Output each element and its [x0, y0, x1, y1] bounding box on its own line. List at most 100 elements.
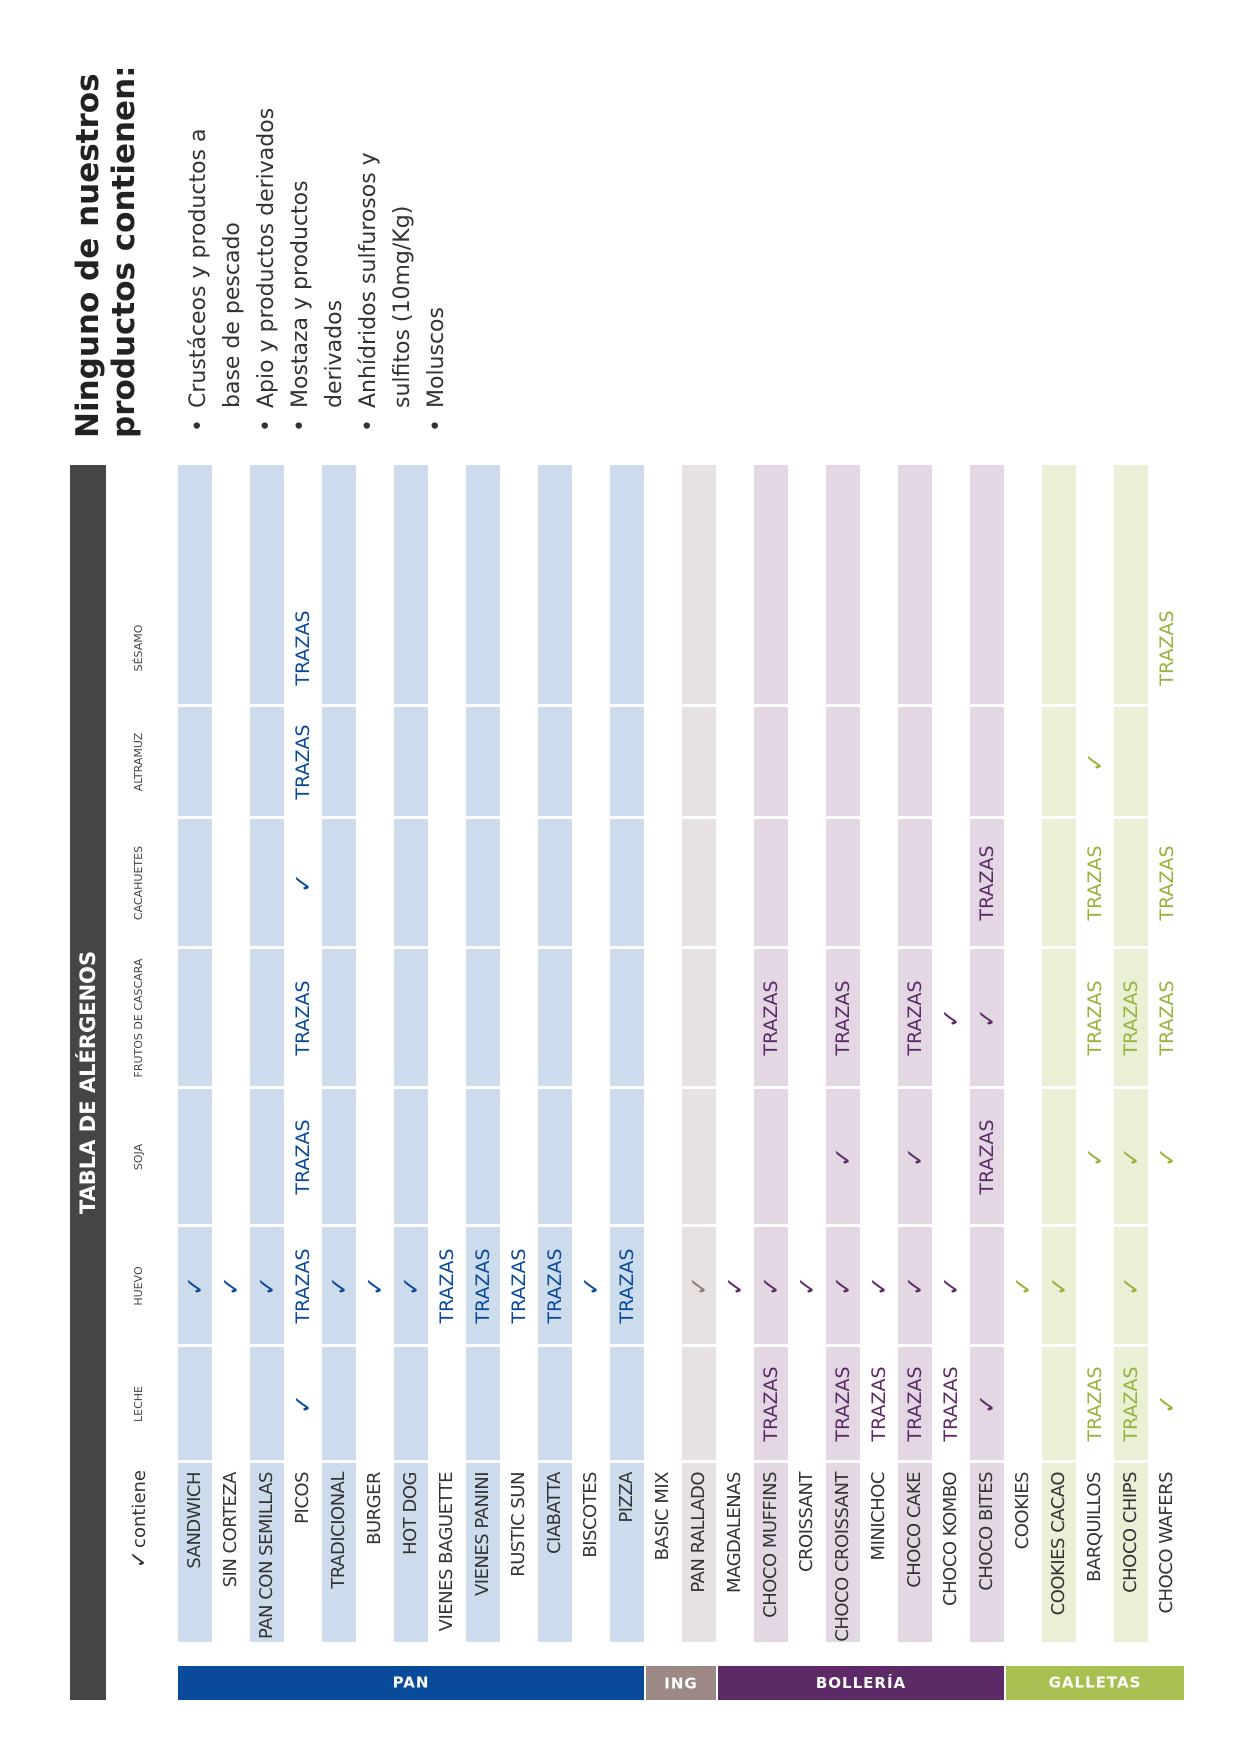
check-icon: ✓	[1153, 1146, 1181, 1168]
product-name: PIZZA	[616, 1472, 637, 1523]
allergen-sheet: TABLA DE ALÉRGENOS ✓ contiene LECHE HUEVO…	[70, 58, 1184, 1700]
table-row: VIENES BAGUETTE TRAZAS	[430, 465, 464, 1700]
cell-divider	[466, 946, 500, 949]
product-name: BARQUILLOS	[1084, 1472, 1105, 1582]
table-row: CIABATTA TRAZAS	[538, 465, 572, 1700]
check-icon: ✓	[1081, 1146, 1109, 1168]
table-row: PICOS ✓ TRAZAS TRAZAS TRAZAS ✓ TRAZAS TRAZAS	[286, 465, 320, 1700]
trazas-label: TRAZAS	[292, 724, 314, 800]
table-row: BISCOTES ✓	[574, 465, 608, 1700]
trazas-label: TRAZAS	[832, 1366, 854, 1442]
check-icon: ✓	[973, 1393, 1001, 1415]
cell-divider	[826, 704, 860, 707]
trazas-label: TRAZAS	[940, 1366, 962, 1442]
cell-divider	[250, 1086, 284, 1089]
note-line: Mostaza y productos	[288, 180, 313, 408]
column-header: SÉSAMO	[132, 624, 145, 672]
check-icon: ✓	[829, 1275, 857, 1297]
cell-divider	[394, 946, 428, 949]
cell-divider	[610, 704, 644, 707]
table-row: MINICHOC TRAZAS ✓	[862, 465, 896, 1700]
check-icon: ✓	[1081, 751, 1109, 773]
trazas-label: TRAZAS	[472, 1248, 494, 1324]
product-name: CIABATTA	[544, 1472, 565, 1555]
group-label: ING	[664, 1674, 698, 1693]
check-icon: ✓	[325, 1275, 353, 1297]
check-icon: ✓	[901, 1275, 929, 1297]
cell-divider	[682, 1086, 716, 1089]
cell-divider	[178, 704, 212, 707]
cell-divider	[394, 1086, 428, 1089]
product-name: CHOCO MUFFINS	[760, 1472, 781, 1618]
table-row: VIENES PANINI TRAZAS	[466, 465, 500, 1700]
cell-divider	[682, 946, 716, 949]
check-icon: ✓	[901, 1146, 929, 1168]
trazas-label: TRAZAS	[508, 1248, 530, 1324]
trazas-label: TRAZAS	[976, 1119, 998, 1195]
trazas-label: TRAZAS	[1156, 845, 1178, 921]
cell-divider	[466, 1086, 500, 1089]
product-name: HOT DOG	[400, 1472, 421, 1555]
bullet-icon: •	[254, 419, 279, 432]
cell-divider	[178, 816, 212, 819]
product-name: CHOCO BITES	[976, 1472, 997, 1591]
cell-divider	[322, 1086, 356, 1089]
check-icon: ✓	[577, 1275, 605, 1297]
cell-divider	[538, 946, 572, 949]
legend-label: contiene	[128, 1470, 150, 1548]
trazas-label: TRAZAS	[1156, 610, 1178, 686]
product-name: TRADICIONAL	[328, 1472, 349, 1589]
check-icon: ✓	[1009, 1275, 1037, 1297]
note-line: base de pescado	[220, 222, 245, 408]
check-icon: ✓	[865, 1275, 893, 1297]
check-icon: ✓	[829, 1146, 857, 1168]
trazas-label: TRAZAS	[292, 980, 314, 1056]
note-item: • Crustáceos y productos a base de pescado	[182, 58, 250, 438]
check-icon: ✓	[361, 1275, 389, 1297]
product-name: PAN RALLADO	[688, 1472, 709, 1593]
check-icon: ✓	[253, 1275, 281, 1297]
check-icon: ✓	[1117, 1275, 1145, 1297]
trazas-label: TRAZAS	[832, 980, 854, 1056]
cell-divider	[754, 816, 788, 819]
product-name: CHOCO CAKE	[904, 1472, 925, 1588]
product-name: BASIC MIX	[652, 1472, 673, 1561]
trazas-label: TRAZAS	[976, 845, 998, 921]
cell-divider	[1042, 816, 1076, 819]
table-row: PIZZA TRAZAS	[610, 465, 644, 1700]
table-row: CHOCO BITES ✓ TRAZAS ✓ TRAZAS	[970, 465, 1004, 1700]
group-tab: BOLLERÍA	[718, 1666, 1004, 1700]
cell-divider	[250, 704, 284, 707]
column-header: CACAHUETES	[132, 845, 145, 921]
table-title: TABLA DE ALÉRGENOS	[70, 465, 106, 1700]
table-row: SANDWICH ✓	[178, 465, 212, 1700]
product-name: VIENES BAGUETTE	[436, 1472, 457, 1632]
cell-divider	[394, 704, 428, 707]
check-icon: ✓	[397, 1275, 425, 1297]
trazas-label: TRAZAS	[904, 980, 926, 1056]
product-name: SIN CORTEZA	[220, 1472, 241, 1588]
trazas-label: TRAZAS	[544, 1248, 566, 1324]
legend: ✓ contiene	[108, 1462, 170, 1642]
group-tab: GALLETAS	[1006, 1666, 1184, 1700]
product-name: MINICHOC	[868, 1472, 889, 1561]
table-row: TRADICIONAL ✓	[322, 465, 356, 1700]
bullet-icon: •	[356, 419, 381, 432]
check-icon: ✓	[289, 1393, 317, 1415]
product-name: COOKIES CACAO	[1048, 1472, 1069, 1616]
product-name: CHOCO CHIPS	[1120, 1472, 1141, 1593]
note-line: Moluscos	[424, 307, 449, 408]
cell-divider	[1042, 946, 1076, 949]
note-item: • Apio y productos derivados	[250, 58, 284, 438]
notes-list: • Crustáceos y productos a base de pescado…	[182, 58, 454, 438]
cell-divider	[682, 816, 716, 819]
cell-divider	[538, 1086, 572, 1089]
check-icon: ✓	[937, 1275, 965, 1297]
table-row: BASIC MIX	[646, 465, 680, 1700]
cell-divider	[1114, 704, 1148, 707]
trazas-label: TRAZAS	[760, 980, 782, 1056]
table-row: CHOCO CAKE TRAZAS ✓ ✓ TRAZAS	[898, 465, 932, 1700]
group-label: PAN	[392, 1674, 430, 1692]
check-icon: ✓	[217, 1275, 245, 1297]
column-header: LECHE	[132, 1386, 145, 1422]
